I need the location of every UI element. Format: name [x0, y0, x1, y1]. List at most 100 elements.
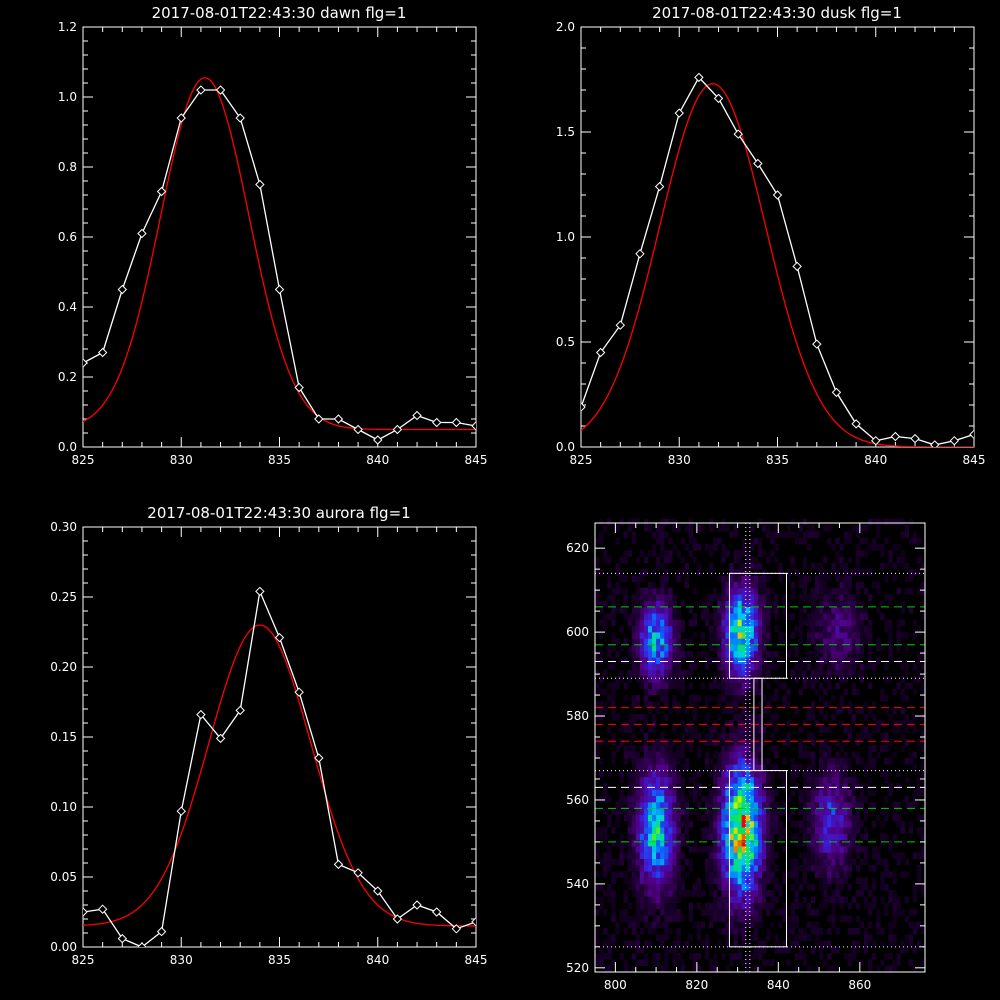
heatmap-cell	[888, 953, 893, 960]
heatmap-cell	[766, 902, 771, 910]
heatmap-cell	[631, 537, 637, 545]
heatmap-cell	[741, 732, 747, 740]
heatmap-cell	[615, 562, 620, 570]
heatmap-cell	[595, 896, 600, 904]
dawn-ytick-label: 0.6	[58, 230, 77, 244]
heatmap-cell	[709, 852, 714, 859]
heatmap-cell	[863, 902, 869, 910]
heatmap-cell	[843, 739, 848, 746]
heatmap-cell	[770, 606, 775, 614]
heatmap-cell	[631, 701, 637, 708]
heatmap-cell	[737, 550, 742, 557]
heatmap-cell	[725, 902, 730, 910]
heatmap-cell	[684, 871, 689, 878]
heatmap-cell	[627, 776, 632, 784]
heatmap-cell	[627, 525, 632, 532]
heatmap-cell	[819, 644, 824, 652]
heatmap-cell	[855, 927, 861, 935]
heatmap-cell	[753, 757, 759, 765]
heatmap-cell	[627, 865, 632, 872]
heatmap-cell	[819, 650, 824, 658]
heatmap-cell	[843, 839, 848, 847]
heatmap-cell	[859, 883, 865, 891]
heatmap-cell	[786, 688, 791, 696]
heatmap-cell	[668, 827, 673, 834]
heatmap-cell	[741, 858, 747, 866]
heatmap-cell	[623, 915, 628, 922]
heatmap-cell	[823, 625, 828, 633]
heatmap-cell	[867, 934, 873, 941]
heatmap-cell	[684, 757, 689, 765]
heatmap-cell	[839, 588, 844, 595]
heatmap-cell	[623, 757, 628, 765]
heatmap-cell	[647, 525, 653, 532]
heatmap-cell	[705, 877, 710, 885]
heatmap-cell	[643, 789, 649, 797]
heatmap-cell	[676, 676, 681, 683]
heatmap-cell	[749, 921, 755, 929]
heatmap-cell	[676, 953, 681, 960]
heatmap-cell	[668, 852, 673, 859]
heatmap-cell	[611, 858, 616, 866]
heatmap-cell	[705, 594, 710, 601]
heatmap-cell	[623, 531, 628, 538]
heatmap-cell	[709, 877, 714, 885]
heatmap-cell	[745, 613, 751, 620]
heatmap-cell	[904, 802, 909, 809]
heatmap-cell	[627, 550, 632, 557]
heatmap-cell	[713, 739, 718, 746]
heatmap-cell	[741, 745, 747, 752]
heatmap-cell	[656, 556, 661, 564]
heatmap-cell	[896, 720, 901, 727]
heatmap-cell	[790, 940, 795, 948]
heatmap-cell	[892, 802, 897, 809]
heatmap-cell	[737, 695, 742, 702]
heatmap-cell	[757, 732, 763, 740]
heatmap-cell	[737, 820, 742, 828]
heatmap-cell	[867, 594, 873, 601]
heatmap-cell	[753, 865, 759, 872]
heatmap-cell	[729, 676, 734, 683]
heatmap-cell	[737, 625, 742, 633]
heatmap-cell	[823, 739, 828, 746]
heatmap-cell	[851, 833, 857, 841]
heatmap-cell	[757, 669, 763, 677]
heatmap-cell	[827, 846, 832, 853]
heatmap-cell	[757, 606, 763, 614]
heatmap-cell	[639, 606, 645, 614]
heatmap-cell	[806, 638, 812, 645]
heatmap-cell	[709, 909, 714, 916]
heatmap-cell	[847, 632, 852, 639]
heatmap-cell	[782, 915, 787, 922]
heatmap-cell	[647, 890, 653, 897]
heatmap-cell	[819, 745, 824, 752]
heatmap-cell	[595, 927, 600, 935]
heatmap-cell	[762, 877, 767, 885]
heatmap-cell	[757, 600, 763, 608]
heatmap-cell	[920, 613, 926, 620]
heatmap-cell	[774, 531, 779, 538]
heatmap-cell	[782, 770, 787, 778]
heatmap-cell	[672, 625, 677, 633]
dawn-ytick-label: 0.2	[58, 370, 77, 384]
dawn-data-point	[274, 284, 285, 295]
heatmap-cell	[815, 865, 820, 872]
heatmap-cell	[603, 795, 608, 803]
heatmap-cell	[660, 669, 665, 677]
heatmap-cell	[839, 808, 844, 815]
dusk-ytick-label: 1.5	[556, 125, 575, 139]
heatmap-cell	[843, 764, 848, 771]
heatmap-cell	[672, 839, 677, 847]
heatmap-cell	[831, 606, 836, 614]
heatmap-cell	[623, 839, 628, 847]
heatmap-cell	[810, 606, 816, 614]
heatmap-cell	[733, 896, 738, 904]
heatmap-cell	[806, 783, 812, 790]
heatmap-cell	[876, 927, 881, 935]
heatmap-cell	[753, 909, 759, 916]
heatmap-cell	[635, 751, 641, 759]
heatmap-cell	[656, 537, 661, 545]
heatmap-cell	[680, 650, 685, 658]
heatmap-cell	[823, 575, 828, 583]
heatmap-cell	[709, 644, 714, 652]
